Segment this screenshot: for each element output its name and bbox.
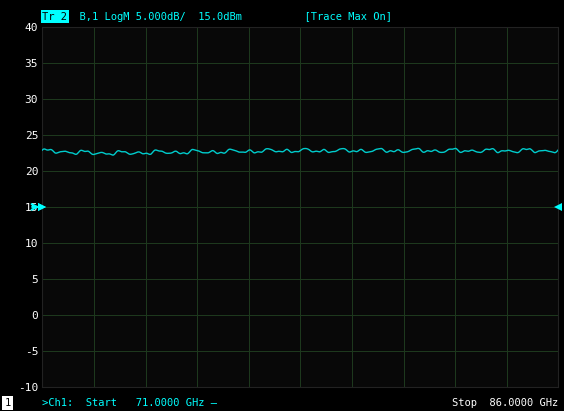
Text: Tr 2: Tr 2 bbox=[42, 12, 67, 21]
Text: B,1 LogM 5.000dB/  15.0dBm          [Trace Max On]: B,1 LogM 5.000dB/ 15.0dBm [Trace Max On] bbox=[67, 12, 391, 21]
Text: Stop  86.0000 GHz: Stop 86.0000 GHz bbox=[452, 398, 558, 408]
Text: 1: 1 bbox=[5, 398, 11, 408]
Text: >Ch1:  Start   71.0000 GHz —: >Ch1: Start 71.0000 GHz — bbox=[42, 398, 217, 408]
